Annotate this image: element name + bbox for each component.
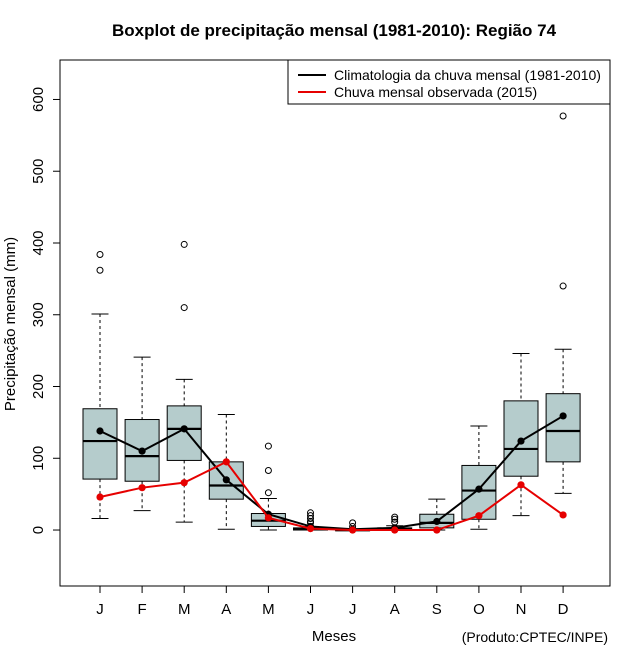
y-tick-label: 0 xyxy=(30,526,47,534)
outlier-point xyxy=(264,466,272,474)
chart-title: Boxplot de precipitação mensal (1981-201… xyxy=(112,21,557,40)
series-line-climatologia xyxy=(99,415,564,531)
box-iqr xyxy=(124,419,160,482)
box-iqr xyxy=(82,408,118,480)
series-point-observada xyxy=(138,484,146,492)
x-tick-label: F xyxy=(138,601,147,618)
series-point-climatologia xyxy=(96,427,104,435)
legend-box xyxy=(287,59,611,105)
x-tick-label: J xyxy=(307,601,315,618)
legend: Climatologia da chuva mensal (1981-2010)… xyxy=(287,59,611,105)
box-iqr xyxy=(545,393,581,463)
outlier-point xyxy=(391,513,399,521)
outlier-point xyxy=(559,112,567,120)
outlier-point xyxy=(307,512,314,520)
y-tick-label: 500 xyxy=(30,159,47,184)
series-point-observada xyxy=(180,479,188,487)
series-point-observada xyxy=(517,481,525,489)
outlier-point xyxy=(307,509,314,517)
x-tick-label: J xyxy=(349,601,357,618)
x-tick-label: S xyxy=(432,601,442,618)
series-point-observada xyxy=(96,493,104,501)
x-tick-label: J xyxy=(96,601,104,618)
outlier-point xyxy=(391,515,399,523)
product-credit: (Produto:CPTEC/INPE) xyxy=(462,629,608,645)
outlier-point xyxy=(559,282,567,290)
outlier-point xyxy=(180,240,188,248)
x-tick-label: A xyxy=(390,601,400,618)
x-tick-label: A xyxy=(221,601,231,618)
y-axis-label: Precipitação mensal (mm) xyxy=(2,237,19,411)
series-point-climatologia xyxy=(517,437,525,445)
x-tick-label: N xyxy=(516,601,527,618)
legend-label-observada: Chuva mensal observada (2015) xyxy=(334,84,537,100)
outlier-point xyxy=(96,250,104,258)
y-tick-label: 600 xyxy=(30,87,47,112)
y-tick-label: 200 xyxy=(30,374,47,399)
series-point-climatologia xyxy=(559,412,567,420)
outlier-point xyxy=(96,266,104,274)
y-tick-label: 400 xyxy=(30,230,47,255)
outlier-point xyxy=(264,489,272,497)
series-point-observada xyxy=(391,526,399,534)
x-axis-label: Meses xyxy=(312,628,356,645)
y-tick-label: 300 xyxy=(30,302,47,327)
series-point-climatologia xyxy=(475,485,483,493)
legend-label-climatologia: Climatologia da chuva mensal (1981-2010) xyxy=(334,67,601,83)
series-point-climatologia xyxy=(138,447,146,455)
series-line-observada xyxy=(99,460,564,532)
series-point-observada xyxy=(306,524,315,533)
series-point-observada xyxy=(222,458,230,466)
series-point-observada xyxy=(559,511,567,519)
series-point-climatologia xyxy=(222,476,230,484)
plot-area: 0 100 200 300 400 500 600 J F M A M J J A S O N D xyxy=(30,87,581,618)
series-point-observada xyxy=(349,526,357,534)
x-tick-label: D xyxy=(558,601,569,618)
series-point-climatologia xyxy=(180,425,188,433)
x-tick-label: O xyxy=(473,601,485,618)
y-tick-label: 100 xyxy=(30,446,47,471)
x-tick-label: M xyxy=(178,601,191,618)
series-point-observada xyxy=(264,514,272,522)
series-point-observada xyxy=(433,526,441,534)
series-point-observada xyxy=(475,512,483,520)
series-point-climatologia xyxy=(433,517,441,526)
outlier-point xyxy=(264,442,272,450)
box-iqr xyxy=(166,405,202,461)
outlier-point xyxy=(180,304,188,312)
outlier-point xyxy=(349,519,357,527)
x-tick-label: M xyxy=(262,601,275,618)
